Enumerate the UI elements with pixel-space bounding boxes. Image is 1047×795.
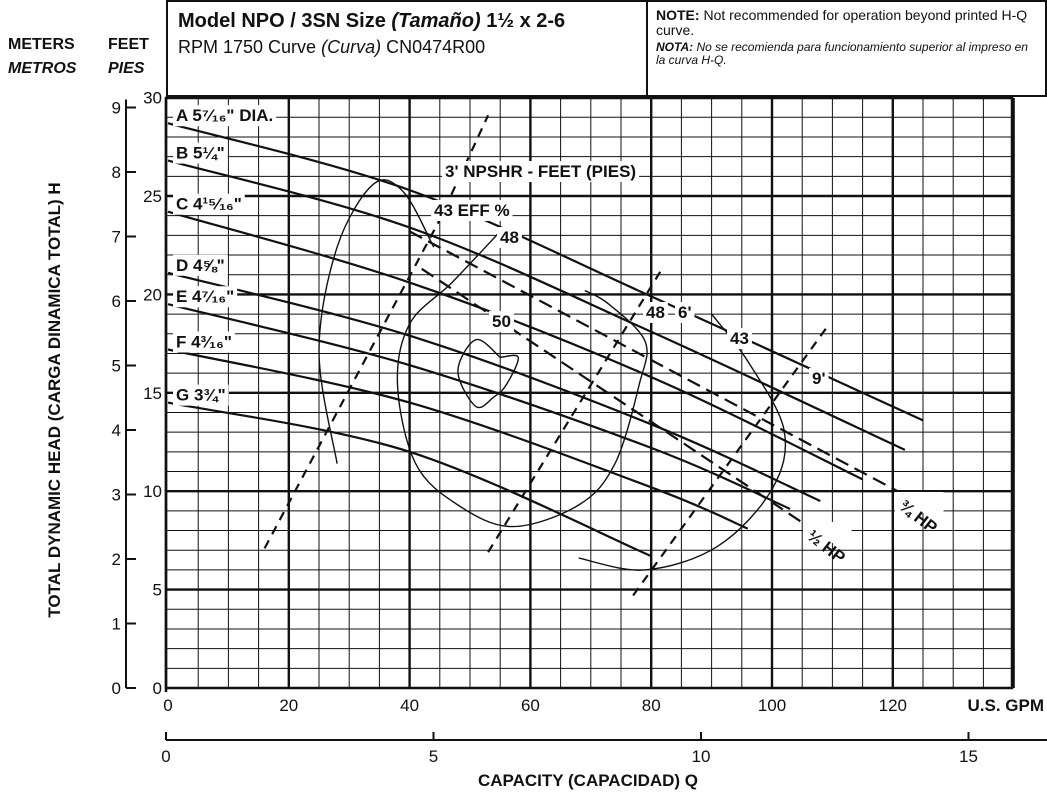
- label-background: [173, 105, 277, 127]
- label-background: [895, 492, 944, 513]
- feet-tick-label: 15: [143, 384, 162, 403]
- meters-unit-label: METERS: [8, 36, 75, 53]
- impeller-label: F 4³⁄₁₆": [176, 333, 232, 352]
- chart-annotation: 50: [492, 312, 511, 331]
- label-background: [173, 286, 238, 308]
- meters-tick-label: 7: [112, 228, 121, 247]
- meters-tick-label: 4: [112, 421, 121, 440]
- feet-tick-label: 5: [153, 581, 162, 600]
- y-axis-title: TOTAL DYNAMIC HEAD (CARGA DINAMICA TOTAL…: [45, 182, 64, 617]
- gpm-tick-label: 100: [758, 696, 786, 715]
- meters-tick-label: 1: [112, 615, 121, 634]
- note-en: NOTE: Not recommended for operation beyo…: [656, 7, 1028, 38]
- impeller-curve: [167, 401, 652, 558]
- x-axis-title: CAPACITY (CAPACIDAD) Q: [478, 771, 698, 790]
- chart-annotation: 3' NPSHR - FEET (PIES): [445, 162, 636, 181]
- feet-tick-label: 25: [143, 187, 162, 206]
- impeller-curve: [167, 271, 821, 503]
- m3hr-tick-label: 0: [161, 747, 170, 766]
- metros-unit-label: METROS: [8, 60, 77, 77]
- feet-tick-label: 10: [143, 482, 162, 501]
- feet-tick-label: 20: [143, 285, 162, 304]
- feet-unit-label: FEET: [108, 36, 149, 53]
- label-background: [809, 368, 829, 389]
- chart-annotation: 43: [730, 329, 749, 348]
- meters-tick-label: 5: [112, 357, 121, 376]
- label-background: [173, 254, 228, 276]
- label-background: [675, 302, 695, 323]
- impeller-label: C 4¹⁵⁄₁₆": [176, 195, 242, 214]
- gpm-tick-label: 60: [521, 696, 540, 715]
- title-box: Model NPO / 3SN Size (Tamaño) 1½ x 2-6 R…: [166, 0, 648, 97]
- meters-tick-label: 2: [112, 550, 121, 569]
- hp-line: [409, 230, 906, 497]
- impeller-label: D 4⅝": [176, 256, 225, 275]
- label-background: [173, 142, 228, 164]
- impeller-label: G 3¾": [176, 386, 226, 405]
- label-background: [442, 161, 640, 182]
- efficiency-curve: [457, 338, 520, 409]
- gpm-tick-label: 40: [400, 696, 419, 715]
- label-background: [173, 384, 229, 406]
- chart-annotation: 43 EFF %: [434, 201, 510, 220]
- gpm-tick-label: 120: [879, 696, 907, 715]
- impeller-curve: [167, 159, 906, 451]
- chart-grid: [164, 96, 1015, 690]
- pies-unit-label: PIES: [108, 60, 145, 77]
- meters-tick-label: 8: [112, 163, 121, 182]
- impeller-label: A 5⁷⁄₁₆" DIA.: [176, 106, 273, 125]
- label-background: [497, 227, 522, 248]
- label-background: [489, 311, 514, 332]
- meters-tick-label: 9: [112, 99, 121, 118]
- gpm-tick-label: 20: [279, 696, 298, 715]
- npsh-line: [487, 266, 665, 553]
- chart-labels: A 5⁷⁄₁₆" DIA. B 5¼" C 4¹⁵⁄₁₆" D 4⅝" E 4⁷⁄₁₆"…: [173, 105, 944, 567]
- gpm-tick-label: 80: [642, 696, 661, 715]
- chart-curves: [167, 114, 924, 597]
- m3hr-tick-label: 15: [959, 747, 978, 766]
- label-background: [431, 200, 513, 221]
- m3hr-tick-label: 10: [692, 747, 711, 766]
- label-background: [173, 193, 245, 215]
- chart-annotation: 48: [500, 228, 519, 247]
- efficiency-curve: [578, 313, 787, 571]
- npsh-line: [632, 327, 828, 597]
- efficiency-curve: [318, 179, 435, 464]
- feet-tick-label: 30: [143, 89, 162, 108]
- meters-tick-label: 0: [112, 679, 121, 698]
- m3hr-tick-label: 5: [429, 747, 438, 766]
- chart-annotation: 48: [646, 303, 665, 322]
- label-background: [643, 302, 668, 323]
- impeller-curve: [167, 303, 791, 510]
- impeller-curve: [167, 348, 749, 530]
- gpm-tick-label: 0: [163, 696, 172, 715]
- efficiency-curve: [396, 230, 648, 528]
- chart-annotation: 6': [678, 303, 692, 322]
- gpm-unit-label: U.S. GPM: [967, 696, 1044, 715]
- label-background: [173, 331, 235, 353]
- label-background: [727, 328, 752, 349]
- impeller-label: E 4⁷⁄₁₆": [176, 287, 234, 306]
- note-box: NOTE: Not recommended for operation beyo…: [646, 0, 1047, 97]
- hp-line: [421, 267, 821, 536]
- rpm-curve: RPM 1750 Curve (Curva) CN0474R00: [178, 37, 486, 57]
- model-title: Model NPO / 3SN Size (Tamaño) 1½ x 2-6: [178, 10, 566, 32]
- impeller-curve: [167, 210, 864, 481]
- feet-tick-label: 0: [153, 679, 162, 698]
- impeller-label: B 5¼": [176, 144, 225, 163]
- note-es: NOTA: No se recomienda para funcionamien…: [656, 40, 1028, 67]
- meters-tick-label: 3: [112, 486, 121, 505]
- label-background: [803, 522, 852, 543]
- meters-tick-label: 6: [112, 292, 121, 311]
- chart-annotation: 9': [812, 369, 826, 388]
